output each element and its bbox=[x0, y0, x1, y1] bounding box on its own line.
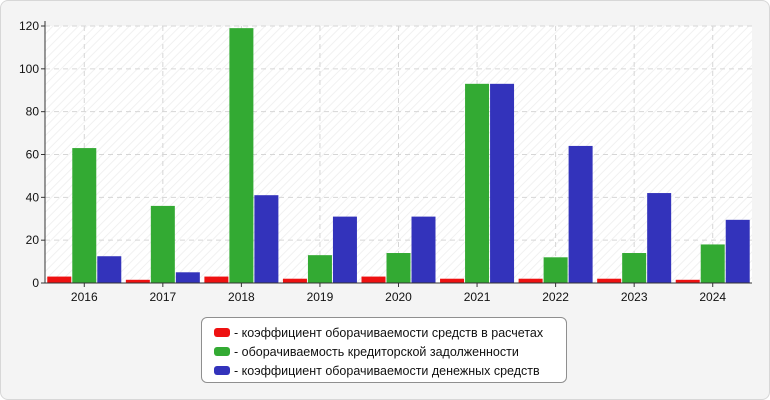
bar-2022-series-3 bbox=[568, 145, 593, 283]
bar-2023-series-3 bbox=[647, 193, 672, 283]
bar-2019-series-2 bbox=[307, 255, 332, 283]
bar-2024-series-1 bbox=[675, 279, 700, 283]
bar-2019-series-1 bbox=[282, 278, 307, 283]
bar-2018-series-3 bbox=[254, 195, 279, 283]
bar-2019-series-3 bbox=[332, 216, 357, 283]
legend-item-settlements: - коэффициент оборачиваемости средств в … bbox=[214, 323, 566, 342]
bar-2017-series-3 bbox=[175, 272, 200, 283]
bar-2020-series-3 bbox=[411, 216, 436, 283]
y-tick-label: 40 bbox=[26, 190, 40, 204]
bar-2023-series-1 bbox=[597, 278, 622, 283]
bar-2021-series-3 bbox=[490, 83, 515, 283]
legend-label: - коэффициент оборачиваемости средств в … bbox=[234, 325, 544, 340]
y-tick-label: 120 bbox=[19, 19, 39, 33]
bar-2018-series-1 bbox=[204, 276, 229, 283]
x-tick-label: 2019 bbox=[307, 290, 334, 304]
legend-item-cash: - коэффициент оборачиваемости денежных с… bbox=[214, 361, 566, 380]
bar-2024-series-2 bbox=[700, 244, 725, 283]
legend-label: - оборачиваемость кредиторской задолженн… bbox=[234, 344, 519, 359]
x-tick-label: 2022 bbox=[542, 290, 569, 304]
legend-label: - коэффициент оборачиваемости денежных с… bbox=[234, 363, 540, 378]
bar-2016-series-1 bbox=[47, 276, 72, 283]
bar-2022-series-2 bbox=[543, 257, 568, 283]
x-tick-label: 2020 bbox=[385, 290, 412, 304]
y-tick-label: 100 bbox=[19, 62, 39, 76]
y-tick-label: 60 bbox=[26, 148, 40, 162]
bar-2021-series-1 bbox=[440, 278, 465, 283]
bar-2017-series-1 bbox=[125, 279, 150, 283]
bar-2023-series-2 bbox=[622, 253, 647, 283]
y-tick-label: 20 bbox=[26, 233, 40, 247]
legend-item-payables: - оборачиваемость кредиторской задолженн… bbox=[214, 342, 566, 361]
bar-2020-series-1 bbox=[361, 276, 386, 283]
bars-group bbox=[47, 28, 750, 284]
x-tick-label: 2016 bbox=[71, 290, 98, 304]
x-tick-label: 2021 bbox=[464, 290, 491, 304]
legend-swatch bbox=[214, 347, 230, 356]
y-tick-label: 0 bbox=[32, 276, 39, 290]
bar-2020-series-2 bbox=[386, 253, 411, 283]
x-axis-ticks: 2016 2017 2018 2019 2020 2021 2022 2023 2024 bbox=[71, 283, 726, 304]
bar-2024-series-3 bbox=[725, 219, 750, 283]
bar-2017-series-2 bbox=[150, 205, 175, 283]
legend-swatch bbox=[214, 328, 230, 337]
bar-2016-series-3 bbox=[97, 256, 122, 283]
legend-swatch bbox=[214, 366, 230, 375]
y-axis-ticks: 0 20 40 60 80 100 120 bbox=[19, 19, 45, 290]
y-tick-label: 80 bbox=[26, 105, 40, 119]
bar-chart: 0 20 40 60 80 100 120 2016 2017 2018 2019 2020 2021… bbox=[19, 19, 752, 304]
x-tick-label: 2017 bbox=[149, 290, 176, 304]
x-tick-label: 2018 bbox=[228, 290, 255, 304]
x-tick-label: 2023 bbox=[621, 290, 648, 304]
x-tick-label: 2024 bbox=[699, 290, 726, 304]
bar-2022-series-1 bbox=[518, 278, 543, 283]
chart-legend: - коэффициент оборачиваемости средств в … bbox=[201, 317, 567, 383]
bar-2018-series-2 bbox=[229, 28, 254, 284]
bar-2016-series-2 bbox=[72, 148, 97, 283]
bar-2021-series-2 bbox=[465, 83, 490, 283]
